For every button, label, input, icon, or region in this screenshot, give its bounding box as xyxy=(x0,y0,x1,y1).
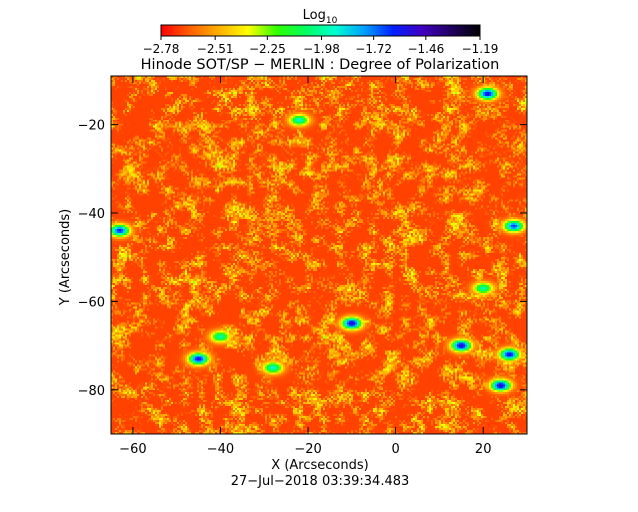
colorbar-title-subscript: 10 xyxy=(326,16,338,26)
y-tick-label: −60 xyxy=(78,295,105,310)
colorbar-title: Log10 xyxy=(303,8,338,26)
y-axis: −80 −60 −40 −20 xyxy=(78,119,527,399)
colorbar-tick-label: −2.78 xyxy=(143,42,180,56)
x-axis: −60 −40 −20 0 20 xyxy=(119,76,491,457)
x-axis-label: X (Arcseconds) xyxy=(271,458,368,473)
x-tick-label: 0 xyxy=(391,442,399,457)
x-tick-label: −20 xyxy=(294,442,321,457)
colorbar-tick-label: −1.19 xyxy=(462,42,499,56)
colorbar-tick-label: −1.72 xyxy=(355,42,392,56)
colorbar-tick-label: −1.98 xyxy=(303,42,340,56)
heatmap-image xyxy=(111,76,527,434)
timestamp: 27−Jul−2018 03:39:34.483 xyxy=(231,474,410,489)
x-tick-label: −60 xyxy=(119,442,146,457)
y-tick-label: −20 xyxy=(78,119,105,134)
y-axis-label: Y (Arcseconds) xyxy=(58,209,73,306)
chart-title: Hinode SOT/SP − MERLIN : Degree of Polar… xyxy=(141,57,500,73)
colorbar-ticks: −2.78 −2.51 −2.25 −1.98 −1.72 −1.46 −1.19 xyxy=(143,36,499,56)
colorbar-tick-label: −2.25 xyxy=(249,42,286,56)
y-tick-label: −80 xyxy=(78,384,105,399)
x-tick-label: 20 xyxy=(475,442,492,457)
colorbar-tick-label: −1.46 xyxy=(407,42,444,56)
x-tick-label: −40 xyxy=(207,442,234,457)
y-tick-label: −40 xyxy=(78,207,105,222)
colorbar-tick-label: −2.51 xyxy=(197,42,234,56)
colorbar xyxy=(160,24,481,37)
plot-frame xyxy=(110,75,528,435)
